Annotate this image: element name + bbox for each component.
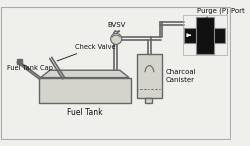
Bar: [16, 59, 22, 64]
Bar: [184, 28, 225, 43]
Bar: [39, 78, 131, 103]
Text: Charcoal
Canister: Charcoal Canister: [166, 69, 197, 82]
Text: Fuel Tank Cap: Fuel Tank Cap: [8, 65, 54, 71]
Bar: [145, 98, 152, 103]
Text: Purge (P) Port: Purge (P) Port: [198, 7, 245, 14]
Bar: [183, 15, 227, 55]
Circle shape: [111, 33, 122, 44]
Text: BVSV: BVSV: [107, 22, 126, 28]
Text: Check Valve: Check Valve: [57, 44, 115, 61]
Bar: [196, 17, 214, 54]
Polygon shape: [40, 70, 129, 78]
Text: Fuel Tank: Fuel Tank: [67, 108, 103, 117]
Bar: [136, 54, 162, 98]
